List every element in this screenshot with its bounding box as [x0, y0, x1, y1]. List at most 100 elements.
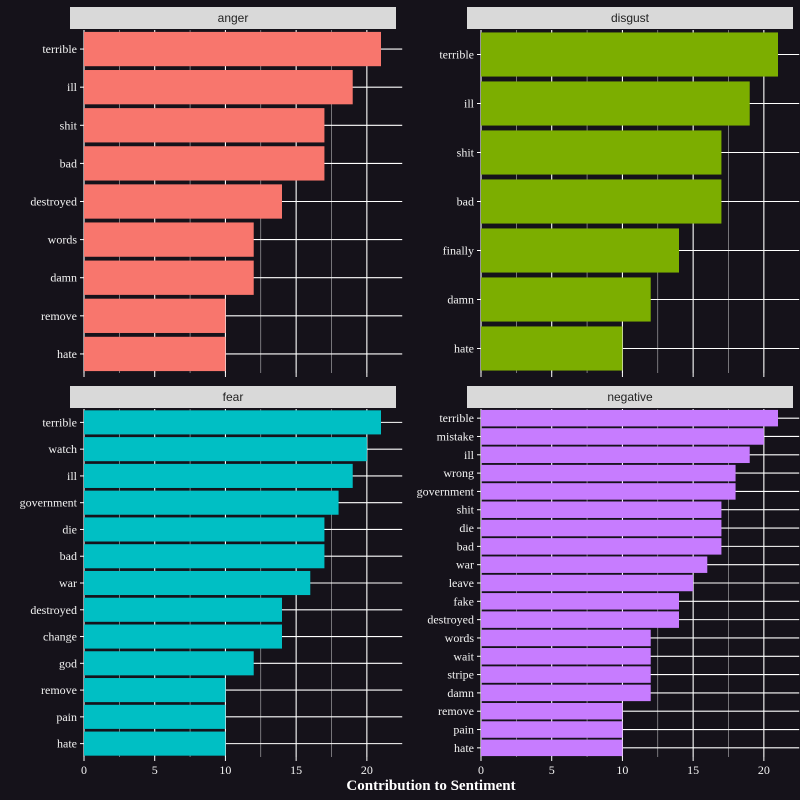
y-tick-label: terrible	[42, 42, 77, 56]
bar-mistake	[481, 428, 764, 445]
y-tick-label: ill	[67, 80, 78, 94]
x-axis-title: Contribution to Sentiment	[346, 778, 515, 794]
bar-bad	[481, 179, 722, 224]
panel-title: negative	[607, 390, 653, 404]
bar-pain	[481, 721, 623, 738]
panel-title: anger	[218, 11, 249, 25]
y-tick-label: fake	[453, 594, 474, 608]
x-tick-label: 10	[219, 763, 231, 777]
y-tick-label: ill	[464, 448, 475, 462]
y-tick-label: pain	[453, 723, 474, 737]
bar-shit	[481, 501, 722, 518]
y-tick-label: bad	[60, 156, 77, 170]
x-tick-label: 0	[81, 763, 87, 777]
y-tick-label: hate	[57, 737, 77, 751]
panel-disgust: disgust terrible ill shit bad finally damn hate	[439, 7, 800, 377]
panel-strip	[70, 7, 396, 29]
y-tick-label: remove	[41, 683, 77, 697]
y-tick-label: hate	[454, 342, 474, 356]
panel-title: fear	[223, 390, 244, 404]
y-tick-label: damn	[50, 271, 77, 285]
y-tick-label: words	[445, 631, 475, 645]
y-tick-label: bad	[457, 539, 474, 553]
bar-shit	[84, 108, 325, 143]
bar-words	[481, 629, 651, 647]
x-tick-label: 20	[758, 763, 770, 777]
bar-die	[84, 517, 325, 542]
y-tick-label: remove	[438, 704, 474, 718]
bar-damn	[481, 684, 651, 702]
y-tick-label: finally	[443, 244, 474, 258]
y-tick-label: war	[59, 576, 77, 590]
bar-finally	[481, 228, 679, 273]
bar-terrible	[84, 410, 381, 435]
bar-damn	[481, 277, 651, 322]
bar-hate	[481, 739, 623, 757]
panel-fear: fear terrible watch ill government die bad war d…	[20, 386, 403, 777]
bar-government	[481, 483, 736, 500]
y-tick-label: wait	[453, 649, 474, 663]
x-tick-label: 5	[549, 763, 555, 777]
y-tick-label: government	[20, 496, 78, 510]
bar-shit	[481, 130, 722, 175]
x-tick-label: 20	[361, 763, 373, 777]
bar-ill	[84, 70, 353, 105]
panel-anger: anger terrible ill shit bad destroyed words dam…	[30, 7, 403, 377]
bar-remove	[84, 678, 226, 703]
y-tick-label: god	[59, 656, 77, 670]
bar-ill	[481, 81, 750, 126]
bar-terrible	[481, 32, 778, 77]
y-tick-label: terrible	[42, 415, 77, 429]
bar-remove	[481, 702, 623, 720]
bar-change	[84, 624, 282, 649]
bar-destroyed	[84, 184, 282, 219]
bar-wrong	[481, 464, 736, 482]
panel-title: disgust	[611, 11, 650, 25]
y-tick-label: change	[43, 630, 77, 644]
y-tick-label: bad	[60, 549, 77, 563]
bar-ill	[481, 446, 750, 464]
y-tick-label: government	[417, 484, 475, 498]
x-tick-label: 15	[290, 763, 302, 777]
bar-hate	[481, 326, 623, 371]
y-tick-label: die	[459, 521, 474, 535]
y-tick-label: terrible	[439, 411, 474, 425]
bar-pain	[84, 704, 226, 729]
bar-war	[84, 570, 311, 596]
y-tick-label: wrong	[443, 466, 474, 480]
y-tick-label: destroyed	[30, 603, 77, 617]
bar-words	[84, 222, 254, 257]
x-tick-label: 15	[687, 763, 699, 777]
y-tick-label: pain	[56, 710, 77, 724]
bar-wait	[481, 648, 651, 665]
y-tick-label: shit	[457, 146, 475, 160]
bar-bad	[84, 146, 325, 181]
bar-hate	[84, 731, 226, 756]
y-tick-label: leave	[449, 576, 474, 590]
y-tick-label: ill	[464, 97, 475, 111]
y-tick-label: words	[48, 233, 78, 247]
panel-strip	[467, 386, 793, 408]
bar-hate	[84, 336, 226, 372]
y-tick-label: ill	[67, 469, 78, 483]
y-tick-label: damn	[447, 686, 474, 700]
y-tick-label: stripe	[447, 668, 474, 682]
y-tick-label: die	[62, 522, 77, 536]
y-tick-label: hate	[57, 347, 77, 361]
x-tick-label: 10	[616, 763, 628, 777]
y-tick-label: remove	[41, 309, 77, 323]
bar-destroyed	[84, 597, 282, 622]
y-tick-label: mistake	[437, 429, 474, 443]
y-tick-label: terrible	[439, 48, 474, 62]
bar-leave	[481, 574, 694, 592]
bar-government	[84, 490, 339, 515]
y-tick-label: shit	[60, 118, 78, 132]
panel-strip	[70, 386, 396, 408]
bar-remove	[84, 298, 226, 333]
bar-stripe	[481, 666, 651, 683]
x-tick-label: 0	[478, 763, 484, 777]
y-tick-label: bad	[457, 195, 474, 209]
x-tick-label: 5	[152, 763, 158, 777]
